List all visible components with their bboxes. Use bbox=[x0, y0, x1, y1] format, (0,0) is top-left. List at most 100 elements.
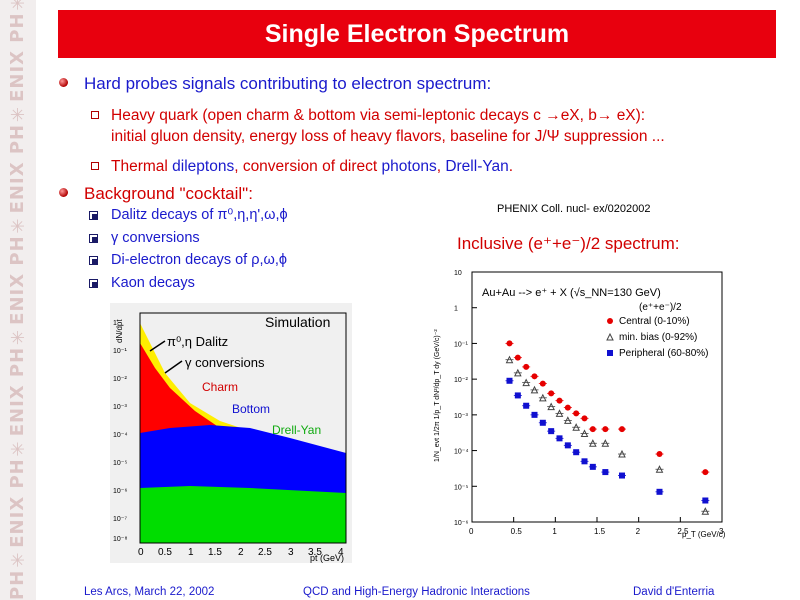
bullet-background: Background "cocktail": bbox=[59, 184, 253, 204]
legend-marker bbox=[607, 350, 613, 356]
sub-line-2: initial gluon density, energy loss of he… bbox=[111, 128, 665, 145]
list-item-text: Kaon decays bbox=[111, 275, 195, 291]
bullet-hard-probes: Hard probes signals contributing to elec… bbox=[59, 74, 492, 94]
simulation-plot: 1 10⁻¹ 10⁻² 10⁻³ 10⁻⁴ 10⁻⁵ 10⁻⁶ 10⁻⁷ 10⁻… bbox=[110, 303, 352, 563]
x-tick: 3.5 bbox=[308, 547, 322, 558]
chart-subtitle: (e⁺+e⁻)/2 bbox=[639, 302, 682, 313]
label-drell-yan: Drell-Yan bbox=[272, 423, 321, 437]
y-tick: 10⁻⁴ bbox=[113, 432, 128, 439]
phenix-logo-text: PH✳ENIX PH✳ENIX PH✳ENIX PH✳ENIX PH✳ENIX … bbox=[7, 0, 28, 600]
x-tick: 4 bbox=[338, 547, 344, 558]
list-item-conversions: γ conversions bbox=[89, 230, 200, 246]
x-tick-label: 2.5 bbox=[677, 527, 689, 536]
checkbox-bullet-icon bbox=[89, 279, 98, 288]
title-bar: Single Electron Spectrum bbox=[58, 10, 776, 58]
text-dileptons: dileptons bbox=[172, 158, 235, 175]
sub-bullet-icon bbox=[91, 162, 99, 170]
x-tick-label: 3 bbox=[719, 527, 724, 536]
legend-marker bbox=[607, 318, 613, 324]
sim-ylabel: dN/dpt bbox=[115, 319, 124, 343]
label-bottom: Bottom bbox=[232, 402, 270, 416]
y-tick-label: 10⁻³ bbox=[454, 413, 468, 420]
x-tick-label: 0 bbox=[469, 527, 474, 536]
legend-label: Central (0-10%) bbox=[619, 316, 690, 327]
y-tick: 1 bbox=[113, 320, 117, 327]
checkbox-bullet-icon bbox=[89, 234, 98, 243]
y-tick: 10⁻⁸ bbox=[113, 536, 127, 543]
legend: Central (0-10%) min. bias (0-92%) Peripher… bbox=[606, 316, 709, 359]
chart-xlabel: p_T (GeV/c) bbox=[682, 530, 726, 539]
text-period: . bbox=[508, 158, 514, 175]
sub-heavy-quark: Heavy quark (open charm & bottom via sem… bbox=[91, 105, 781, 147]
x-tick: 0.5 bbox=[158, 547, 172, 558]
chart-title: Au+Au --> e⁺ + X (√s_NN=130 GeV) bbox=[482, 287, 661, 299]
y-tick: 10⁻³ bbox=[113, 404, 127, 411]
y-tick-label: 10⁻² bbox=[454, 377, 468, 384]
label-conversions: γ conversions bbox=[185, 355, 265, 370]
y-tick-label: 1 bbox=[454, 306, 458, 313]
bullet-text: Background "cocktail": bbox=[84, 184, 253, 203]
x-tick-label: 0.5 bbox=[511, 527, 523, 536]
y-tick: 10⁻² bbox=[113, 376, 127, 383]
y-tick: 10⁻¹ bbox=[113, 348, 127, 355]
y-tick-label: 10 bbox=[454, 270, 462, 277]
simulation-figure: 1 10⁻¹ 10⁻² 10⁻³ 10⁻⁴ 10⁻⁵ 10⁻⁶ 10⁻⁷ 10⁻… bbox=[110, 303, 352, 563]
y-tick-label: 10⁻⁵ bbox=[454, 484, 468, 491]
text-photons: photons bbox=[381, 158, 437, 175]
sub-line-1: Heavy quark (open charm & bottom via sem… bbox=[111, 107, 646, 124]
x-tick-label: 1 bbox=[552, 527, 557, 536]
y-tick-label: 10⁻⁶ bbox=[454, 520, 468, 527]
bullet-icon bbox=[59, 78, 68, 87]
text-comma: , bbox=[436, 158, 446, 175]
y-tick-label: 10⁻¹ bbox=[454, 341, 468, 348]
list-item-text: Di-electron decays of ρ,ω,ϕ bbox=[111, 252, 287, 268]
text-thermal: Thermal bbox=[111, 158, 173, 175]
label-charm: Charm bbox=[202, 380, 238, 394]
legend-label: min. bias (0-92%) bbox=[619, 332, 697, 343]
footer-left: Les Arcs, March 22, 2002 bbox=[84, 586, 215, 598]
arrow-conversions bbox=[164, 360, 183, 374]
points-group bbox=[505, 340, 710, 515]
x-tick: 0 bbox=[138, 547, 144, 558]
right-heading: Inclusive (e⁺+e⁻)/2 spectrum: bbox=[457, 234, 680, 253]
list-item-text: γ conversions bbox=[111, 230, 200, 246]
list-item-dielectron: Di-electron decays of ρ,ω,ϕ bbox=[89, 252, 287, 268]
footer-center: QCD and High-Energy Hadronic Interaction… bbox=[303, 586, 530, 598]
x-tick: 1.5 bbox=[208, 547, 222, 558]
bullet-text: Hard probes signals contributing to elec… bbox=[84, 74, 492, 93]
inclusive-spectrum-chart: Au+Au --> e⁺ + X (√s_NN=130 GeV) (e⁺+e⁻)… bbox=[427, 262, 732, 562]
plot-frame bbox=[471, 271, 723, 523]
sub-thermal: Thermal dileptons, conversion of direct … bbox=[91, 156, 514, 177]
list-item-text: Dalitz decays of π⁰,η,η',ω,ϕ bbox=[111, 207, 288, 223]
x-tick: 3 bbox=[288, 547, 294, 558]
y-tick: 10⁻⁵ bbox=[113, 460, 127, 467]
chart-ylabel: 1/N_evt 1/2π 1/p_T dN²/dp_T dy (GeV/c)⁻² bbox=[434, 329, 441, 462]
y-tick: 10⁻⁷ bbox=[113, 516, 127, 523]
x-tick: 1 bbox=[188, 547, 194, 558]
sim-xlabel: pt (GeV) bbox=[310, 553, 344, 563]
checkbox-bullet-icon bbox=[89, 211, 98, 220]
sub-bullet-icon bbox=[91, 111, 99, 119]
list-item-kaon: Kaon decays bbox=[89, 275, 195, 291]
legend-marker bbox=[606, 332, 614, 341]
sidebar-logo-strip: PH✳ENIX PH✳ENIX PH✳ENIX PH✳ENIX PH✳ENIX … bbox=[0, 0, 36, 600]
y-tick-label: 10⁻⁴ bbox=[454, 449, 469, 456]
label-dalitz: π⁰,η Dalitz bbox=[167, 334, 228, 349]
arrow-dalitz bbox=[149, 340, 166, 352]
area-drell-yan bbox=[140, 486, 346, 543]
tick-group: 0 0.5 1 1.5 2 2.5 3 10 1 10⁻¹ 10⁻² 10⁻³ 10⁻⁴ 10⁻⁵ 10⁻⁶ bbox=[454, 270, 724, 536]
text-drell-yan: Drell-Yan bbox=[445, 158, 509, 175]
text-conversion: , conversion of direct bbox=[234, 158, 382, 175]
inclusive-chart-svg: Au+Au --> e⁺ + X (√s_NN=130 GeV) (e⁺+e⁻)… bbox=[434, 270, 726, 539]
x-tick-label: 2 bbox=[636, 527, 641, 536]
reference-text: PHENIX Coll. nucl- ex/0202002 bbox=[497, 203, 651, 215]
slide-title: Single Electron Spectrum bbox=[264, 19, 570, 48]
list-item-dalitz: Dalitz decays of π⁰,η,η',ω,ϕ bbox=[89, 207, 288, 223]
y-tick: 10⁻⁶ bbox=[113, 488, 127, 495]
checkbox-bullet-icon bbox=[89, 256, 98, 265]
footer-right: David d'Enterria bbox=[633, 586, 715, 598]
x-tick: 2 bbox=[238, 547, 244, 558]
legend-label: Peripheral (60-80%) bbox=[619, 348, 709, 359]
sim-title: Simulation bbox=[265, 314, 330, 330]
x-tick-label: 1.5 bbox=[594, 527, 606, 536]
